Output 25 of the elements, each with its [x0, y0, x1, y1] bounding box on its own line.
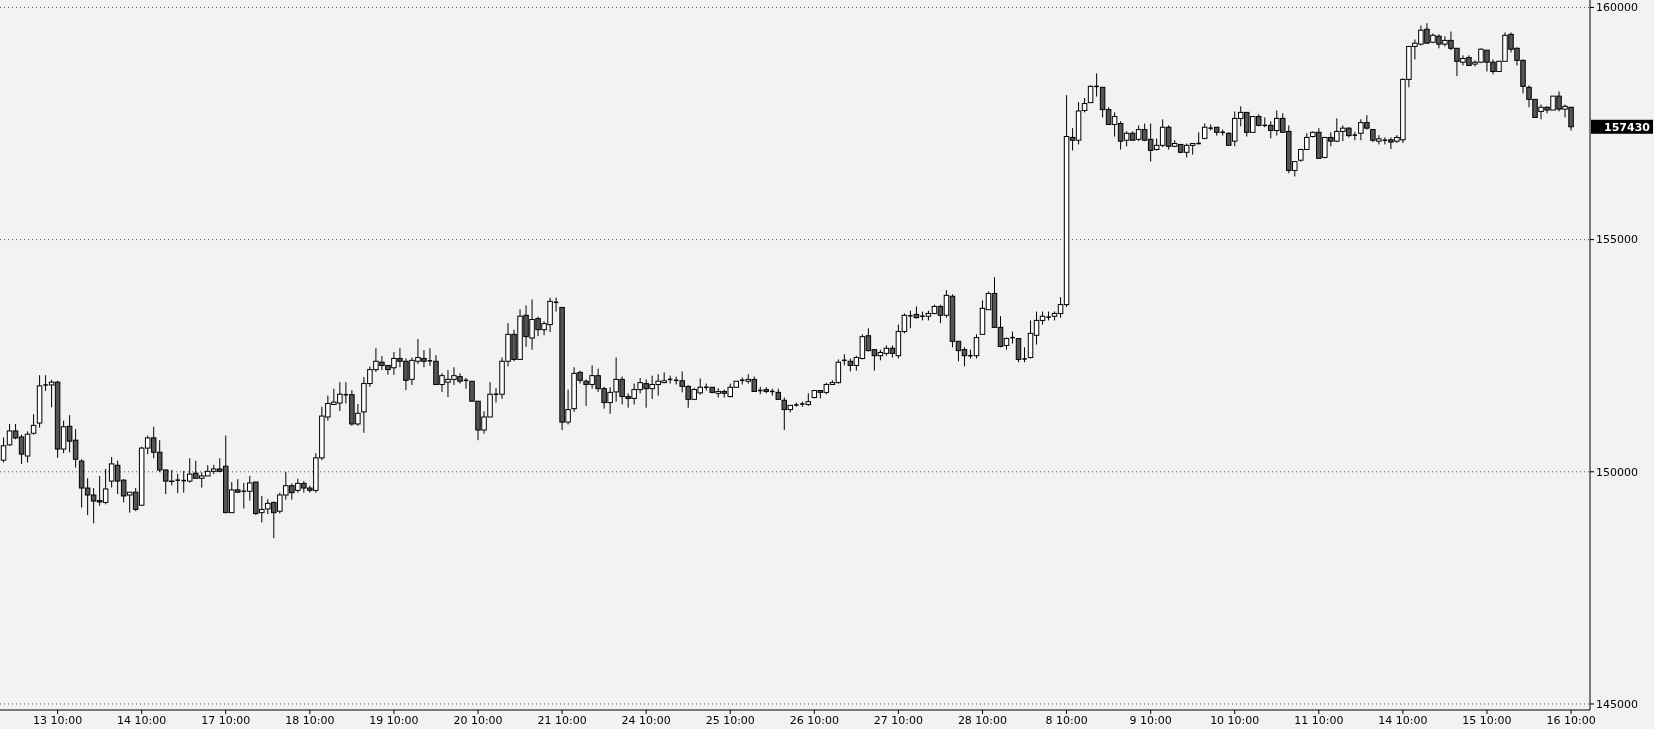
x-tick-label: 27 10:00: [873, 714, 924, 727]
x-tick-label: 17 10:00: [201, 714, 251, 727]
x-tick-label: 10 10:00: [1210, 714, 1260, 727]
x-tick-label: 14 10:00: [1378, 714, 1428, 727]
y-tick-label: 145000: [1596, 697, 1638, 711]
x-tick-label: 9 10:00: [1129, 714, 1172, 727]
x-tick-label: 28 10:00: [957, 714, 1008, 727]
x-tick-label: 15 10:00: [1462, 714, 1512, 727]
x-tick-label: 19 10:00: [369, 714, 419, 727]
x-tick-label: 8 10:00: [1045, 714, 1088, 727]
x-tick-label: 25 10:00: [705, 714, 755, 727]
x-tick-label: 11 10:00: [1294, 714, 1344, 727]
candlestick: [30, 413, 37, 436]
x-tick-label: 14 10:00: [117, 714, 167, 727]
x-tick-label: 20 10:00: [453, 714, 503, 727]
x-tick-label: 24 10:00: [621, 714, 671, 727]
x-tick-label: 21 10:00: [537, 714, 587, 727]
y-tick-label: 155000: [1596, 233, 1638, 247]
text: 157430: [1604, 120, 1651, 134]
x-tick-label: 16 10:00: [1546, 714, 1596, 727]
x-tick-label: 26 10:00: [789, 714, 839, 727]
x-tick-label: 13 10:00: [33, 714, 83, 727]
y-tick-label: 160000: [1596, 1, 1638, 15]
y-tick-label: 150000: [1596, 465, 1638, 479]
x-tick-label: 18 10:00: [285, 714, 335, 727]
